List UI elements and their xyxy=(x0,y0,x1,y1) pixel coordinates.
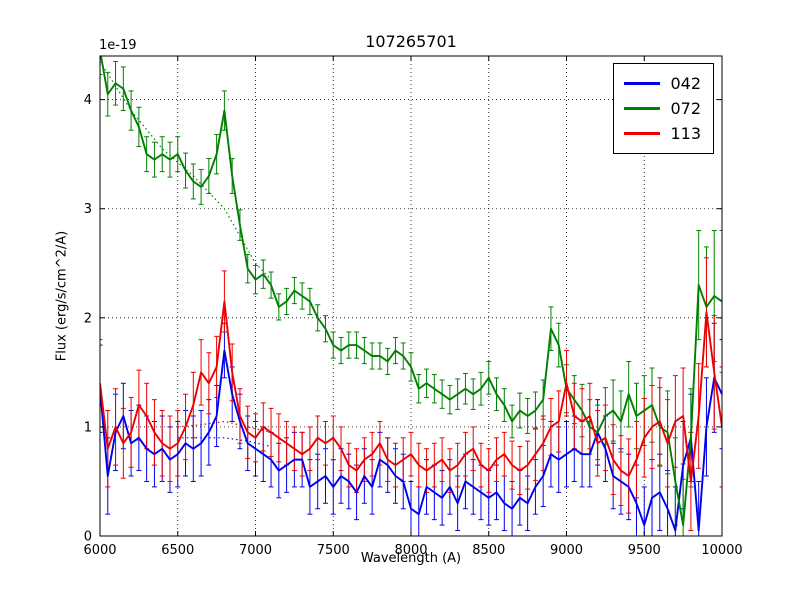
svg-text:1: 1 xyxy=(84,420,92,435)
svg-text:7000: 7000 xyxy=(239,543,272,558)
svg-text:3: 3 xyxy=(84,202,92,217)
legend-line-sample-blue xyxy=(624,82,661,85)
y-axis-label: Flux (erg/s/cm^2/A) xyxy=(54,230,70,362)
svg-text:2: 2 xyxy=(84,311,92,326)
svg-text:7500: 7500 xyxy=(317,543,350,558)
svg-text:0: 0 xyxy=(84,530,92,545)
svg-text:6500: 6500 xyxy=(161,543,194,558)
chart-title: 107265701 xyxy=(365,32,457,51)
legend-line-sample-green xyxy=(624,107,661,110)
legend-line-sample-red xyxy=(624,132,661,135)
svg-text:8000: 8000 xyxy=(394,543,427,558)
x-axis-label: Wavelength (A) xyxy=(360,551,462,566)
legend-entry-113: 113 xyxy=(624,121,701,146)
legend-label: 113 xyxy=(670,123,701,143)
svg-text:9500: 9500 xyxy=(628,543,661,558)
svg-text:10000: 10000 xyxy=(701,543,742,558)
y-axis-offset-label: 1e-19 xyxy=(99,38,137,53)
svg-text:9000: 9000 xyxy=(550,543,583,558)
legend: 042 072 113 xyxy=(613,63,714,154)
legend-entry-072: 072 xyxy=(624,96,701,121)
legend-label: 042 xyxy=(670,73,701,93)
legend-label: 072 xyxy=(670,98,701,118)
svg-text:8500: 8500 xyxy=(472,543,505,558)
legend-entry-042: 042 xyxy=(624,71,701,96)
svg-text:4: 4 xyxy=(84,93,92,108)
svg-text:6000: 6000 xyxy=(83,543,116,558)
